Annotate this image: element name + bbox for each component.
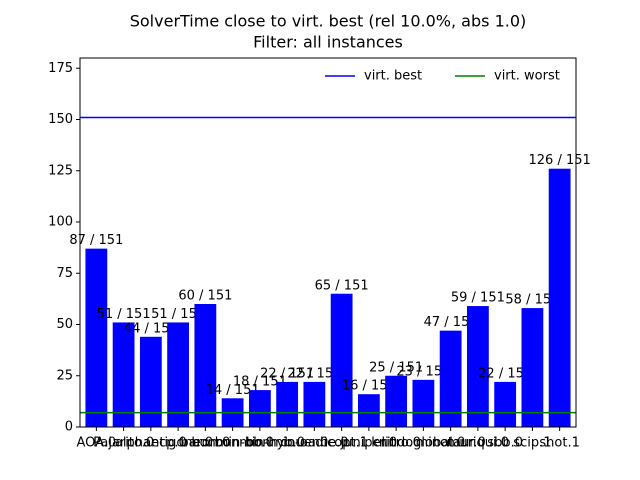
x-tick-label: baron.0 <box>180 436 230 451</box>
x-tick-label: muriqui.0 <box>447 436 509 451</box>
x-tick-label: antigone.0 <box>143 436 213 451</box>
chart-title: SolverTime close to virt. best (rel 10.0… <box>130 12 527 31</box>
data-label: 14 / 151 <box>206 383 260 398</box>
data-label: 25 / 151 <box>369 360 423 375</box>
legend-label: virt. best <box>364 69 422 84</box>
data-label: 126 / 151 <box>529 153 591 168</box>
y-tick-label: 50 <box>56 317 73 332</box>
x-tick-label: Pajarito.0 <box>93 436 154 451</box>
x-tick-label: bonmin-hyb.0 <box>215 436 305 451</box>
data-label: 65 / 151 <box>315 278 369 293</box>
data-label: 22 / 151 <box>478 366 532 381</box>
x-tick-label: AOA.0 <box>76 436 116 451</box>
data-label: 58 / 151 <box>505 293 559 308</box>
bar <box>385 375 408 427</box>
bar <box>330 293 353 427</box>
bar <box>303 381 326 427</box>
chart-subtitle: Filter: all instances <box>253 33 403 52</box>
bar <box>139 336 162 427</box>
bar <box>521 308 544 427</box>
data-label: 23 / 151 <box>396 364 450 379</box>
y-tick-label: 100 <box>48 215 73 230</box>
x-tick-label: bonmin-oa.0 <box>246 436 328 451</box>
bar <box>276 381 299 427</box>
data-label: 47 / 151 <box>424 315 478 330</box>
bar <box>494 381 517 427</box>
x-tick-label: scip.1 <box>513 436 551 451</box>
x-tick-label: dicopt.1 <box>315 436 368 451</box>
bar <box>248 390 271 427</box>
bar <box>167 322 190 427</box>
data-label: 18 / 151 <box>233 375 287 390</box>
y-tick-label: 0 <box>65 420 73 435</box>
data-label: 51 / 151 <box>151 307 205 322</box>
bar <box>112 322 135 427</box>
x-tick-label: minotaur.0 <box>415 436 485 451</box>
y-tick-label: 175 <box>48 61 73 76</box>
x-tick-label: sbb.0 <box>487 436 523 451</box>
y-tick-label: 75 <box>56 266 73 281</box>
data-label: 59 / 151 <box>451 291 505 306</box>
data-label: 51 / 151 <box>97 307 151 322</box>
data-label: 22 / 151 <box>260 366 314 381</box>
x-tick-label: alphaecp.0 <box>115 436 187 451</box>
bar <box>357 394 380 427</box>
x-tick-label: couenne.0 <box>280 436 348 451</box>
bar <box>439 330 462 427</box>
x-tick-label: knitro.0 <box>371 436 421 451</box>
bar <box>548 168 571 427</box>
y-tick-label: 125 <box>48 163 73 178</box>
x-tick-label: juniper.0 <box>340 436 398 451</box>
data-label: 22 / 151 <box>287 366 341 381</box>
data-label: 60 / 151 <box>178 289 232 304</box>
data-label: 16 / 151 <box>342 379 396 394</box>
x-tick-label: bonmin-bb.0 <box>191 436 274 451</box>
data-label: 87 / 151 <box>69 233 123 248</box>
bar <box>412 379 435 427</box>
legend-label: virt. worst <box>494 69 560 84</box>
bar <box>466 306 489 427</box>
x-tick-label: lindoglobal.0 <box>382 436 466 451</box>
y-tick-label: 25 <box>56 368 73 383</box>
data-label: 44 / 151 <box>124 321 178 336</box>
bar <box>194 304 217 427</box>
plot-frame <box>79 57 577 428</box>
bar <box>85 248 108 427</box>
y-tick-label: 150 <box>48 112 73 127</box>
x-tick-label: shot.1 <box>539 436 579 451</box>
